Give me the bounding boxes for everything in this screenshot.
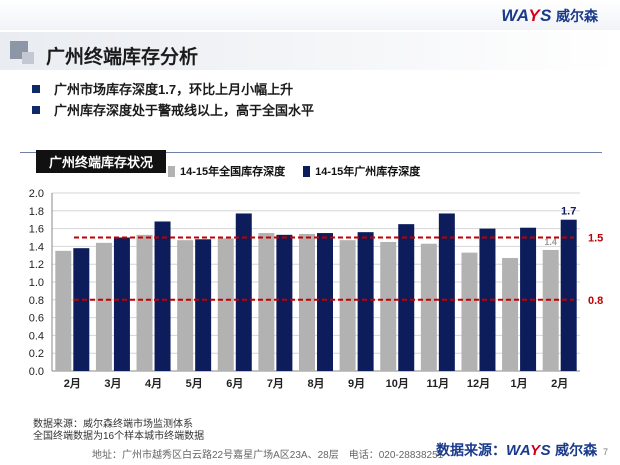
- bar-guangzhou: [154, 221, 171, 371]
- bar-national: [177, 240, 194, 371]
- bullet-item: 广州库存深度处于警戒线以上，高于全国水平: [32, 99, 314, 120]
- legend-swatch-national: [168, 165, 175, 177]
- x-tick-label: 4月: [145, 377, 162, 390]
- section-divider: [20, 152, 602, 153]
- bar-guangzhou: [438, 213, 455, 371]
- sample-note: 全国终端数据为16个样本城市终端数据: [33, 431, 205, 442]
- bar-national: [55, 250, 72, 371]
- y-tick-label: 1.6: [29, 224, 44, 236]
- y-tick-label: 1.0: [29, 277, 44, 289]
- bar-guangzhou: [520, 227, 537, 371]
- y-tick-label: 0.4: [29, 330, 44, 342]
- bar-national: [380, 241, 397, 371]
- top-bar: [0, 0, 620, 30]
- data-label: 1.4: [544, 237, 557, 247]
- bullet-list: 广州市场库存深度1.7，环比上月小幅上升 广州库存深度处于警戒线以上，高于全国水…: [32, 78, 314, 120]
- source-note: 数据来源：威尔森终端市场监测体系: [33, 419, 193, 430]
- legend-label-guangzhou: 14-15年广州库存深度: [315, 166, 421, 178]
- x-tick-label: 7月: [267, 377, 284, 390]
- x-tick-label: 11月: [427, 377, 450, 390]
- title-square-small-icon: [22, 52, 34, 64]
- footer-source-label: 数据来源：: [436, 442, 506, 458]
- bar-national: [502, 257, 519, 371]
- x-tick-label: 12月: [467, 377, 490, 390]
- y-tick-label: 2.0: [29, 188, 44, 200]
- bullet-text: 广州库存深度处于警戒线以上，高于全国水平: [54, 103, 315, 118]
- brand-logo: WAYS 威尔森: [501, 6, 598, 26]
- bullet-square-icon: [32, 105, 40, 114]
- x-tick-label: 10月: [386, 377, 409, 390]
- footer-address: 地址：广州市越秀区白云路22号嘉星广场A区23A、28层 电话：020-2883…: [92, 450, 444, 461]
- page-number: 7: [602, 447, 608, 457]
- x-tick-label: 3月: [104, 377, 121, 390]
- threshold-label: 0.8: [588, 295, 603, 307]
- bar-guangzhou: [398, 224, 415, 371]
- bar-guangzhou: [113, 237, 130, 371]
- bar-national: [339, 240, 356, 371]
- bar-national: [542, 249, 559, 371]
- x-tick-label: 9月: [348, 377, 365, 390]
- x-tick-label: 2月: [64, 377, 81, 390]
- legend-swatch-guangzhou: [303, 165, 311, 177]
- bar-national: [95, 242, 112, 371]
- bar-guangzhou: [235, 213, 252, 371]
- page-title: 广州终端库存分析: [46, 47, 199, 68]
- footer-brand-name: 威尔森: [555, 442, 598, 458]
- bar-guangzhou: [560, 219, 577, 371]
- bar-national: [258, 233, 275, 371]
- bullet-item: 广州市场库存深度1.7，环比上月小幅上升: [32, 78, 314, 99]
- bullet-text: 广州市场库存深度1.7，环比上月小幅上升: [54, 82, 294, 97]
- footer-source: 数据来源： WAYS 威尔森: [436, 440, 597, 460]
- x-tick-label: 5月: [186, 377, 203, 390]
- bar-guangzhou: [357, 232, 374, 371]
- bullet-square-icon: [32, 84, 40, 93]
- data-label: 1.7: [561, 206, 576, 218]
- bar-national: [217, 238, 234, 371]
- threshold-label: 1.5: [588, 233, 603, 245]
- bar-guangzhou: [276, 234, 293, 371]
- y-tick-label: 0.8: [29, 295, 44, 307]
- legend-label-national: 14-15年全国库存深度: [180, 166, 286, 178]
- x-tick-label: 1月: [511, 377, 528, 390]
- bar-guangzhou: [195, 239, 212, 371]
- bar-guangzhou: [317, 233, 333, 371]
- bar-guangzhou: [479, 228, 496, 371]
- y-tick-label: 1.2: [29, 259, 44, 271]
- y-tick-label: 0.6: [29, 313, 44, 325]
- bar-guangzhou: [73, 248, 90, 371]
- x-tick-label: 8月: [307, 377, 324, 390]
- footer-brand-wordmark: WAYS: [506, 441, 552, 459]
- brand-name: 威尔森: [556, 8, 598, 24]
- bar-national: [420, 243, 437, 371]
- x-tick-label: 6月: [226, 377, 243, 390]
- x-tick-label: 2月: [551, 377, 568, 390]
- chart-tag: 广州终端库存状况: [36, 150, 166, 173]
- bar-chart: 0.0 0.2 0.4 0.6 0.8 1.0 1.2 1.4 1.6 1.8 2.0 2月 3月 4月 5…: [29, 188, 604, 390]
- bar-national: [299, 233, 315, 371]
- y-tick-label: 0.2: [29, 348, 44, 360]
- y-tick-label: 1.8: [29, 206, 44, 218]
- legend-item-guangzhou: 14-15年广州库存深度: [303, 163, 420, 179]
- y-tick-label: 1.4: [29, 241, 44, 253]
- title-band: [0, 32, 620, 70]
- legend-item-national: 14-15年全国库存深度: [168, 163, 285, 179]
- bar-national: [461, 252, 478, 371]
- bar-national: [136, 234, 153, 371]
- brand-wordmark: WAYS: [501, 6, 552, 25]
- y-tick-label: 0.0: [29, 366, 44, 378]
- chart-legend: 14-15年全国库存深度 14-15年广州库存深度: [168, 163, 438, 179]
